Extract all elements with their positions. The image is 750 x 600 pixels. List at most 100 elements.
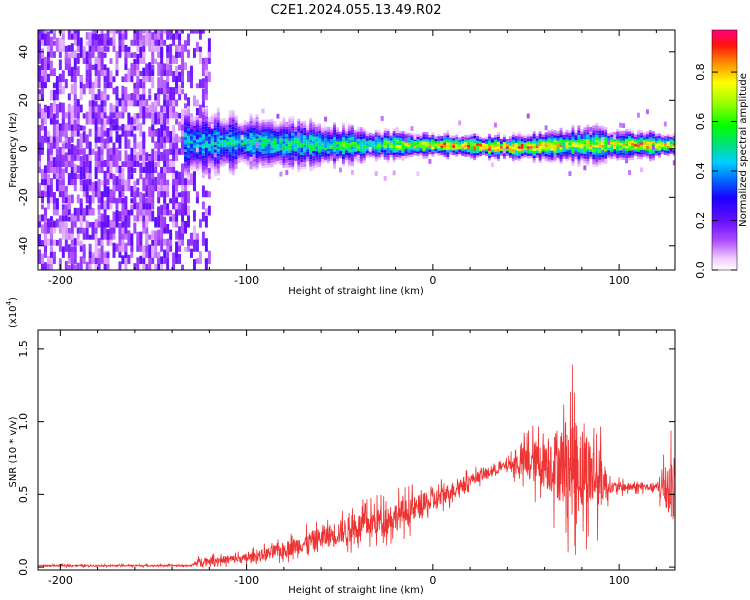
heatmap-cell xyxy=(178,84,182,95)
heatmap-cell xyxy=(637,129,640,133)
heatmap-cell xyxy=(407,150,411,153)
heatmap-cell xyxy=(601,132,605,136)
heatmap-cell xyxy=(163,140,167,149)
heatmap-cell xyxy=(425,148,429,152)
heatmap-cell xyxy=(642,139,646,143)
heatmap-cell xyxy=(184,191,188,204)
heatmap-cell xyxy=(440,145,444,149)
heatmap-cell xyxy=(136,152,140,161)
heatmap-cell xyxy=(496,153,500,157)
heatmap-cell xyxy=(118,239,122,246)
heatmap-cell xyxy=(380,144,384,148)
heatmap-cell xyxy=(79,245,83,252)
heatmap-cell xyxy=(315,163,319,166)
heatmap-cell xyxy=(541,141,545,145)
heatmap-cell xyxy=(148,30,152,34)
heatmap-cell xyxy=(306,134,310,138)
heatmap-cell xyxy=(154,150,158,161)
heatmap-cell xyxy=(309,139,313,143)
heatmap-cell xyxy=(49,165,53,174)
heatmap-cell xyxy=(49,197,53,204)
heatmap-cell xyxy=(154,103,158,113)
heatmap-cell xyxy=(130,165,134,174)
heatmap-cell xyxy=(133,59,137,70)
snr-y-tick-label: 0.5 xyxy=(17,486,30,504)
heatmap-cell xyxy=(64,51,68,58)
heatmap-cell xyxy=(574,142,578,145)
heatmap-cell xyxy=(374,144,378,147)
heatmap-cell xyxy=(204,79,208,95)
heatmap-cell xyxy=(172,104,176,113)
heatmap-cell xyxy=(598,159,602,163)
heatmap-cell xyxy=(228,168,232,172)
heatmap-cell xyxy=(338,131,342,135)
heatmap-cell xyxy=(243,161,247,164)
heatmap-cell xyxy=(386,128,390,131)
heatmap-cell xyxy=(219,152,223,155)
heatmap-cell xyxy=(559,132,563,136)
heatmap-cell xyxy=(181,225,185,234)
heatmap-cell xyxy=(121,98,125,113)
heatmap-cell xyxy=(526,134,530,137)
heatmap-cell xyxy=(85,40,89,46)
heatmap-cell xyxy=(172,124,176,137)
heatmap-cell xyxy=(204,128,208,131)
heatmap-cell xyxy=(270,138,274,141)
heatmap-cell xyxy=(347,159,351,163)
heatmap-cell xyxy=(109,80,113,89)
heatmap-cell xyxy=(231,121,235,125)
heatmap-cell xyxy=(619,133,623,136)
heatmap-cell xyxy=(303,140,307,143)
heatmap-cell xyxy=(252,125,256,128)
heatmap-cell xyxy=(145,161,149,174)
heatmap-cell xyxy=(568,154,572,158)
heatmap-cell xyxy=(112,30,116,40)
heatmap-cell xyxy=(493,156,497,160)
heatmap-cell xyxy=(338,136,342,139)
heatmap-cell xyxy=(67,103,71,113)
heatmap-cell xyxy=(136,30,140,40)
heatmap-cell xyxy=(91,252,95,264)
heatmap-cell xyxy=(398,145,402,148)
heatmap-cell xyxy=(55,76,59,83)
heatmap-cell xyxy=(306,144,310,147)
heatmap-cell xyxy=(556,138,560,141)
heatmap-cell xyxy=(109,103,113,113)
heatmap-cell xyxy=(100,158,104,167)
heatmap-cell xyxy=(210,160,214,164)
heatmap-cell xyxy=(327,131,331,135)
heatmap-cell xyxy=(556,143,560,146)
heatmap-cell xyxy=(118,135,122,143)
heatmap-cell xyxy=(49,157,53,167)
heatmap-cell xyxy=(157,236,161,246)
heatmap-cell xyxy=(142,47,146,58)
heatmap-cell xyxy=(595,140,599,143)
heatmap-cell xyxy=(195,144,199,147)
heatmap-cell xyxy=(151,239,155,246)
heatmap-cell xyxy=(309,159,313,162)
heatmap-cell xyxy=(371,150,375,154)
heatmap-cell xyxy=(273,135,277,138)
heatmap-cell xyxy=(184,132,188,135)
heatmap-cell xyxy=(91,181,95,192)
heatmap-cell xyxy=(166,57,170,64)
heatmap-cell xyxy=(252,120,256,123)
heatmap-cell xyxy=(318,157,322,160)
heatmap-cell xyxy=(476,145,480,148)
heatmap-cell xyxy=(207,131,211,135)
heatmap-cell xyxy=(634,141,637,145)
heatmap-cell xyxy=(580,138,584,142)
heatmap-cell xyxy=(580,131,584,134)
heatmap-cell xyxy=(288,155,292,158)
heatmap-cell xyxy=(210,136,214,139)
heatmap-cell xyxy=(121,108,125,119)
heatmap-cell xyxy=(204,147,208,151)
heatmap-cell xyxy=(422,153,426,157)
heatmap-cell xyxy=(38,30,41,40)
heatmap-cell xyxy=(213,130,217,133)
heatmap-cell xyxy=(187,155,190,158)
heatmap-cell xyxy=(529,143,533,147)
heatmap-cell xyxy=(547,159,551,163)
heatmap-cell xyxy=(604,146,608,150)
heatmap-cell xyxy=(562,151,566,155)
